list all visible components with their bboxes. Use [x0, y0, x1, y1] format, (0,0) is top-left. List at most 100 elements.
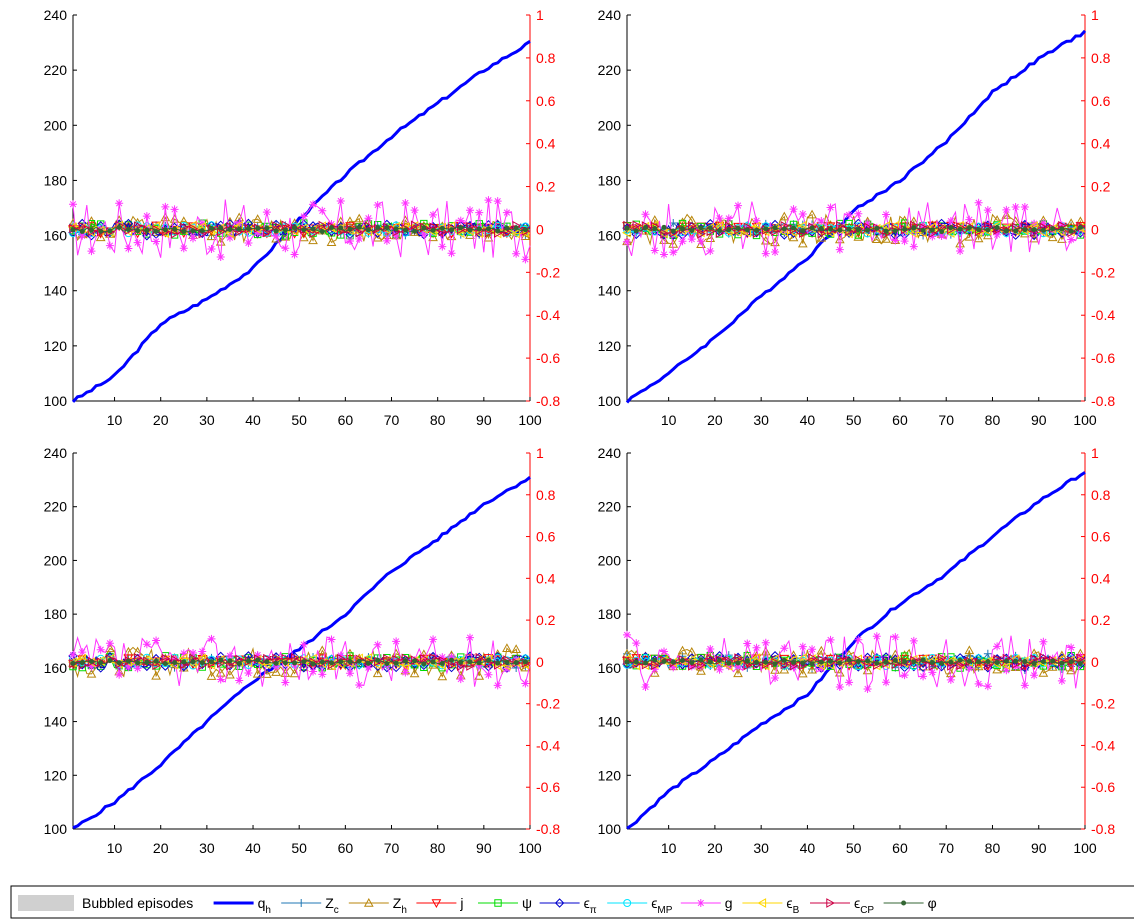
legend-label: j	[459, 895, 463, 911]
x-tick-label: 90	[1031, 412, 1047, 428]
series-marker-phi	[911, 659, 917, 665]
series-marker-phi	[70, 660, 76, 666]
x-tick-label: 10	[661, 412, 677, 428]
series-marker-eps-CP	[817, 228, 827, 239]
series-marker-eps-pi	[160, 661, 171, 671]
series-marker-g	[623, 630, 631, 639]
series-marker-phi	[236, 226, 242, 232]
series-marker-eps-B	[695, 227, 705, 238]
left-y-tick-label: 120	[44, 338, 68, 354]
series-marker-phi	[902, 226, 908, 232]
left-y-tick-label: 180	[44, 172, 68, 188]
series-marker-g	[863, 684, 872, 693]
series-marker-phi	[855, 226, 861, 232]
series-marker-Z-h	[160, 212, 171, 222]
x-tick-label: 90	[476, 412, 492, 428]
series-marker-eps-CP	[272, 221, 282, 231]
series-marker-g	[845, 678, 854, 687]
series-marker-g	[974, 198, 983, 207]
series-marker-phi	[495, 228, 501, 234]
series-marker-phi	[190, 659, 196, 665]
series-marker-phi	[393, 660, 399, 666]
series-marker-phi	[513, 660, 519, 666]
series-marker-g	[1002, 205, 1011, 214]
right-y-tick-label: -0.2	[1091, 264, 1115, 280]
series-marker-eps-B	[151, 221, 160, 232]
series-marker-g	[743, 639, 752, 648]
series-marker-g	[502, 208, 511, 217]
series-marker-phi	[199, 660, 205, 666]
series-marker-eps-CP	[290, 653, 300, 663]
series-marker-phi	[485, 657, 491, 663]
series-marker-phi	[902, 659, 908, 665]
series-marker-phi	[791, 225, 797, 231]
series-marker-phi	[1003, 658, 1009, 664]
series-marker-g	[1011, 203, 1020, 212]
series-marker-phi	[162, 227, 168, 233]
series-marker-eps-B	[308, 653, 317, 664]
series-marker-eps-CP	[420, 654, 429, 664]
series-marker-phi	[199, 228, 205, 234]
series-marker-g	[189, 649, 198, 658]
series-marker-g	[189, 234, 198, 243]
series-marker-g	[105, 639, 114, 648]
series-marker-g	[993, 230, 1002, 239]
series-marker-g	[965, 215, 974, 224]
series-marker-phi	[485, 226, 491, 232]
series-marker-phi	[1040, 227, 1046, 233]
series-marker-phi	[652, 226, 658, 232]
right-y-tick-label: 0.8	[536, 487, 556, 503]
series-marker-phi	[264, 659, 270, 665]
legend-marker	[494, 899, 502, 907]
series-marker-Z-h	[437, 671, 448, 681]
series-marker-phi	[310, 226, 316, 232]
series-marker-phi	[292, 660, 298, 666]
series-marker-phi	[172, 226, 178, 232]
left-y-tick-label: 240	[598, 445, 622, 461]
series-marker-phi	[162, 661, 168, 667]
series-marker-eps-CP	[475, 652, 485, 663]
series-marker-phi	[883, 228, 889, 234]
series-marker-g	[345, 669, 354, 678]
series-marker-phi	[883, 659, 889, 665]
series-marker-phi	[107, 658, 113, 664]
series-marker-eps-CP	[383, 653, 392, 664]
series-marker-eps-B	[881, 221, 890, 231]
series-marker-g	[771, 673, 780, 682]
series-marker-g	[69, 200, 77, 209]
x-tick-label: 40	[245, 840, 261, 856]
series-marker-g	[734, 201, 743, 210]
legend-label-sub: c	[334, 905, 339, 916]
series-marker-phi	[976, 659, 982, 665]
series-marker-g	[142, 212, 151, 221]
series-marker-phi	[135, 660, 141, 666]
series-marker-Z-c	[983, 649, 992, 658]
series-marker-g	[946, 217, 955, 226]
series-marker-phi	[88, 227, 94, 233]
series-marker-g	[1039, 219, 1048, 228]
series-marker-g	[1020, 203, 1029, 212]
left-y-tick-label: 240	[44, 445, 68, 461]
series-marker-g	[678, 237, 687, 246]
series-marker-eps-CP	[1076, 653, 1086, 664]
x-tick-label: 80	[430, 412, 446, 428]
right-y-tick-label: 0.4	[1091, 570, 1111, 586]
right-y-tick-label: -0.8	[1091, 393, 1115, 409]
series-marker-phi	[495, 660, 501, 666]
series-marker-g	[87, 662, 96, 671]
series-marker-phi	[1031, 227, 1037, 233]
series-marker-phi	[809, 225, 815, 231]
left-y-tick-label: 120	[598, 767, 622, 783]
series-marker-eps-CP	[697, 228, 707, 239]
series-marker-Z-h	[992, 664, 1002, 674]
series-marker-phi	[125, 658, 131, 664]
series-marker-phi	[273, 660, 279, 666]
series-marker-Z-h	[345, 216, 355, 226]
x-tick-label: 80	[985, 412, 1001, 428]
series-marker-eps-CP	[632, 220, 642, 231]
series-marker-eps-pi	[779, 230, 790, 240]
series-marker-g	[641, 210, 650, 219]
series-marker-g	[87, 247, 96, 256]
series-marker-eps-CP	[956, 660, 966, 671]
series-marker-g	[336, 196, 345, 205]
